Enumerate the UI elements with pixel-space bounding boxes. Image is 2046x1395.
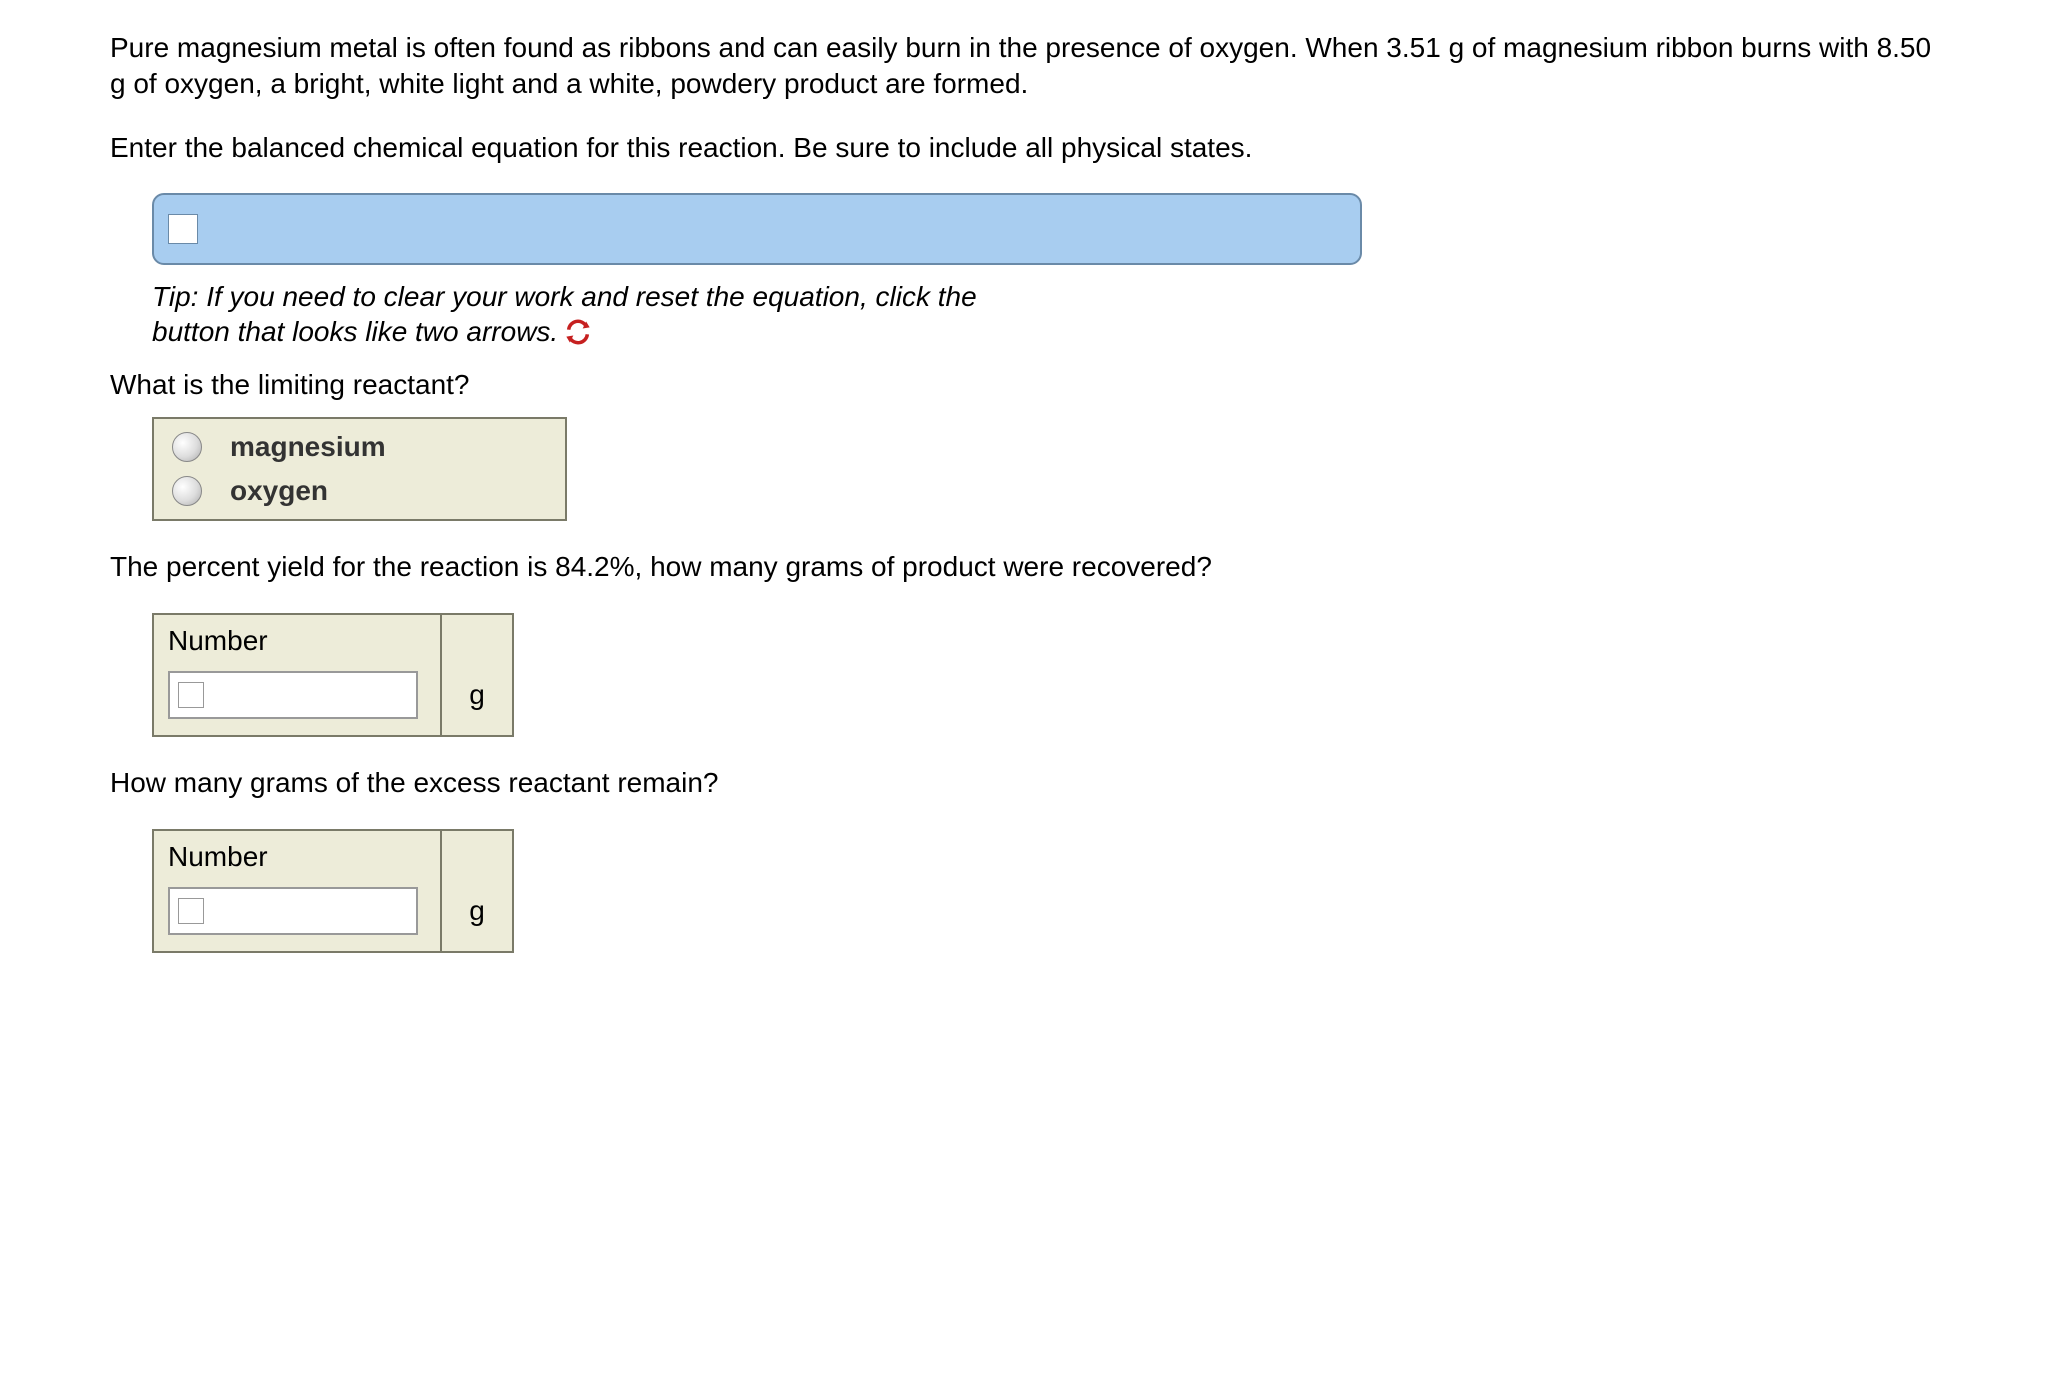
- percent-yield-label: The percent yield for the reaction is 84…: [110, 549, 1936, 585]
- radio-circle-icon: [172, 432, 202, 462]
- equation-input[interactable]: [152, 193, 1362, 265]
- intro-paragraph-2: Enter the balanced chemical equation for…: [110, 130, 1936, 166]
- radio-label: oxygen: [230, 475, 328, 507]
- excess-mass-input[interactable]: [168, 887, 418, 935]
- excess-mass-unit: g: [442, 829, 514, 953]
- tip-text: Tip: If you need to clear your work and …: [152, 279, 1052, 349]
- input-cursor-box: [178, 898, 204, 924]
- equation-cursor-box: [168, 214, 198, 244]
- radio-option-magnesium[interactable]: magnesium: [154, 425, 565, 469]
- radio-option-oxygen[interactable]: oxygen: [154, 469, 565, 513]
- input-cursor-box: [178, 682, 204, 708]
- radio-label: magnesium: [230, 431, 386, 463]
- radio-circle-icon: [172, 476, 202, 506]
- product-mass-unit: g: [442, 613, 514, 737]
- limiting-reactant-label: What is the limiting reactant?: [110, 369, 1936, 401]
- product-mass-box: Number: [152, 613, 442, 737]
- reset-icon: [564, 318, 592, 346]
- number-label: Number: [168, 625, 426, 657]
- product-mass-input[interactable]: [168, 671, 418, 719]
- limiting-reactant-options: magnesium oxygen: [152, 417, 567, 521]
- excess-mass-box: Number: [152, 829, 442, 953]
- number-label: Number: [168, 841, 426, 873]
- excess-reactant-label: How many grams of the excess reactant re…: [110, 765, 1936, 801]
- intro-paragraph-1: Pure magnesium metal is often found as r…: [110, 30, 1936, 102]
